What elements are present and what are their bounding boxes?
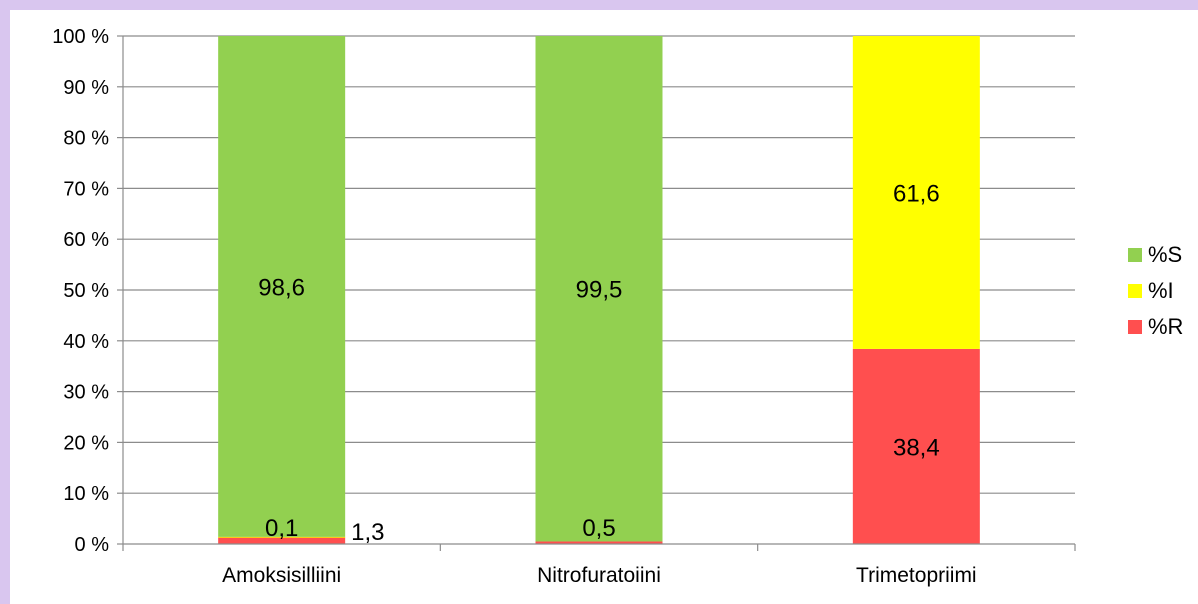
bar-segment-i (218, 536, 346, 538)
chart-frame: 0 % 10 % 20 % 30 % 40 % 50 % 60 % 70 % 80 % 90 % 1… (10, 10, 1198, 604)
bar-segment-r (852, 348, 980, 544)
bar-segment-r (535, 541, 663, 544)
bar-layer (218, 36, 980, 544)
y-tick-label: 60 % (63, 229, 109, 251)
data-label: 1,3 (351, 519, 384, 546)
stacked-bar-chart: 0 % 10 % 20 % 30 % 40 % 50 % 60 % 70 % 80 % 90 % 1… (52, 26, 1183, 587)
y-tick-label: 50 % (63, 280, 109, 302)
bar-segment-i (852, 36, 980, 349)
data-label: 0,5 (582, 515, 615, 542)
legend-swatch (1128, 248, 1142, 262)
legend-swatch (1128, 320, 1142, 334)
data-label: 99,5 (576, 277, 623, 304)
y-tick-label: 30 % (63, 382, 109, 404)
x-category-label: Nitrofuratoiini (537, 564, 661, 587)
y-tick-label: 40 % (63, 331, 109, 353)
legend: %S %I %R (1128, 242, 1183, 339)
bar-segment-s (218, 36, 346, 537)
legend-label: %S (1148, 242, 1182, 267)
data-label: 0,1 (265, 515, 298, 542)
y-tick-label: 0 % (75, 534, 110, 556)
bar-segment-s (535, 36, 663, 542)
legend-swatch (1128, 284, 1142, 298)
legend-label: %R (1148, 314, 1183, 339)
data-label: 38,4 (893, 434, 940, 461)
x-category-label: Amoksisilliini (222, 564, 341, 587)
y-tick-label: 90 % (63, 77, 109, 99)
data-label: 61,6 (893, 180, 940, 207)
y-tick-label: 80 % (63, 128, 109, 150)
y-tick-label: 100 % (52, 26, 109, 48)
label-layer: Amoksisilliini Nitrofuratoiini Trimetoprii… (222, 180, 976, 587)
legend-label: %I (1148, 278, 1174, 303)
axis-layer: 0 % 10 % 20 % 30 % 40 % 50 % 60 % 70 % 80 % 90 % 1… (52, 26, 1076, 556)
x-category-label: Trimetopriimi (856, 564, 977, 587)
y-tick-label: 10 % (63, 483, 109, 505)
y-tick-label: 20 % (63, 432, 109, 454)
data-label: 98,6 (258, 274, 305, 301)
y-tick-label: 70 % (63, 178, 109, 200)
bar-segment-r (218, 537, 346, 544)
